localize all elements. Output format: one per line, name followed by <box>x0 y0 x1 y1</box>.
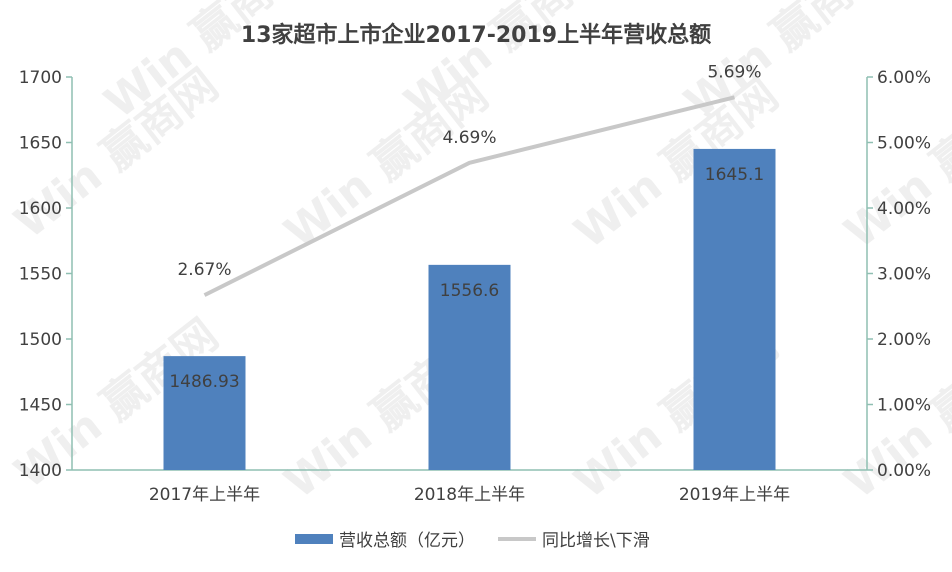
bar-value-label: 1486.93 <box>169 372 239 392</box>
legend-swatch-bar <box>295 534 333 544</box>
x-tick-label: 2018年上半年 <box>414 485 525 505</box>
y-tick-label-right: 6.00% <box>877 68 931 88</box>
line-value-label: 4.69% <box>442 128 496 148</box>
watermark-mark: Win 赢商网 <box>835 69 952 258</box>
line-value-label: 2.67% <box>177 260 231 280</box>
legend-label-line: 同比增长\下滑 <box>542 531 650 551</box>
y-tick-label-left: 1400 <box>19 461 62 481</box>
bar-value-label: 1556.6 <box>440 281 499 301</box>
y-tick-label-right: 5.00% <box>877 134 931 154</box>
axes: 1400 1450 1500 1550 1600 1650 1700 0.00% 1.00% 2.… <box>19 68 931 505</box>
x-tick-label: 2017年上半年 <box>149 485 260 505</box>
x-tick-label: 2019年上半年 <box>679 485 790 505</box>
y-tick-label-right: 0.00% <box>877 461 931 481</box>
chart-title: 13家超市上市企业2017-2019上半年营收总额 <box>241 22 711 48</box>
bar <box>428 264 511 470</box>
y-tick-label-left: 1550 <box>19 265 62 285</box>
y-tick-label-left: 1650 <box>19 134 62 154</box>
legend-label-bar: 营收总额（亿元） <box>339 531 475 551</box>
legend: 营收总额（亿元） 同比增长\下滑 <box>295 531 650 551</box>
line-value-label: 5.69% <box>707 62 761 82</box>
bar <box>693 148 776 470</box>
data-labels: 1486.93 1556.6 1645.1 2.67% 4.69% 5.69% <box>169 62 764 392</box>
y-tick-label-left: 1700 <box>19 68 62 88</box>
y-tick-label-right: 1.00% <box>877 396 931 416</box>
y-tick-label-right: 4.00% <box>877 199 931 219</box>
y-tick-label-left: 1500 <box>19 330 62 350</box>
growth-line <box>203 95 735 297</box>
watermark-mark: Win 赢商网 <box>395 0 617 129</box>
bar-series <box>163 148 776 470</box>
y-tick-label-left: 1600 <box>19 199 62 219</box>
y-tick-label-left: 1450 <box>19 396 62 416</box>
bar-value-label: 1645.1 <box>705 165 764 185</box>
y-tick-label-right: 2.00% <box>877 330 931 350</box>
y-tick-label-right: 3.00% <box>877 265 931 285</box>
line-series <box>203 95 735 297</box>
bar <box>163 356 246 470</box>
